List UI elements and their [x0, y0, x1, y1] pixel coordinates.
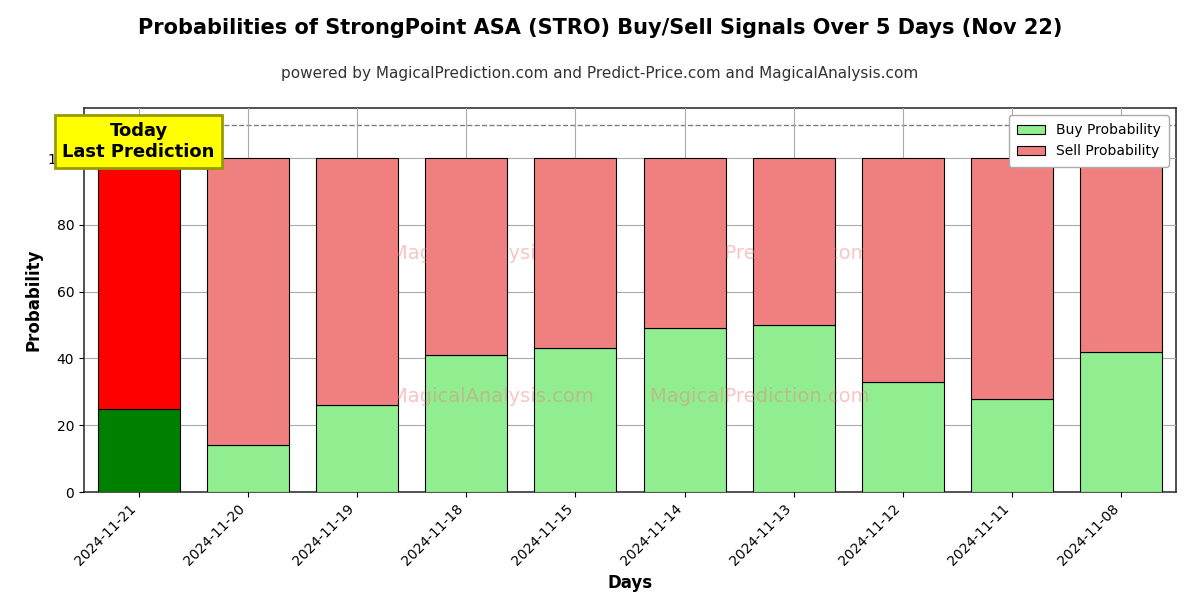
Bar	[425, 158, 508, 355]
Y-axis label: Probability: Probability	[24, 249, 42, 351]
Bar	[206, 445, 289, 492]
Bar	[316, 158, 398, 405]
Text: Probabilities of StrongPoint ASA (STRO) Buy/Sell Signals Over 5 Days (Nov 22): Probabilities of StrongPoint ASA (STRO) …	[138, 18, 1062, 38]
Bar	[425, 355, 508, 492]
Bar	[97, 409, 180, 492]
Bar	[1080, 158, 1163, 352]
Text: MagicalAnalysis.com         MagicalPrediction.com: MagicalAnalysis.com MagicalPrediction.co…	[391, 244, 869, 263]
Bar	[534, 349, 617, 492]
Bar	[643, 328, 726, 492]
Legend: Buy Probability, Sell Probability: Buy Probability, Sell Probability	[1009, 115, 1169, 167]
Text: Today
Last Prediction: Today Last Prediction	[62, 122, 215, 161]
X-axis label: Days: Days	[607, 574, 653, 592]
Bar	[643, 158, 726, 328]
Text: MagicalAnalysis.com         MagicalPrediction.com: MagicalAnalysis.com MagicalPrediction.co…	[391, 386, 869, 406]
Text: powered by MagicalPrediction.com and Predict-Price.com and MagicalAnalysis.com: powered by MagicalPrediction.com and Pre…	[281, 66, 919, 81]
Bar	[862, 382, 944, 492]
Bar	[752, 325, 835, 492]
Bar	[971, 158, 1054, 398]
Bar	[534, 158, 617, 349]
Bar	[752, 158, 835, 325]
Bar	[206, 158, 289, 445]
Bar	[316, 405, 398, 492]
Bar	[1080, 352, 1163, 492]
Bar	[971, 398, 1054, 492]
Bar	[97, 158, 180, 409]
Bar	[862, 158, 944, 382]
